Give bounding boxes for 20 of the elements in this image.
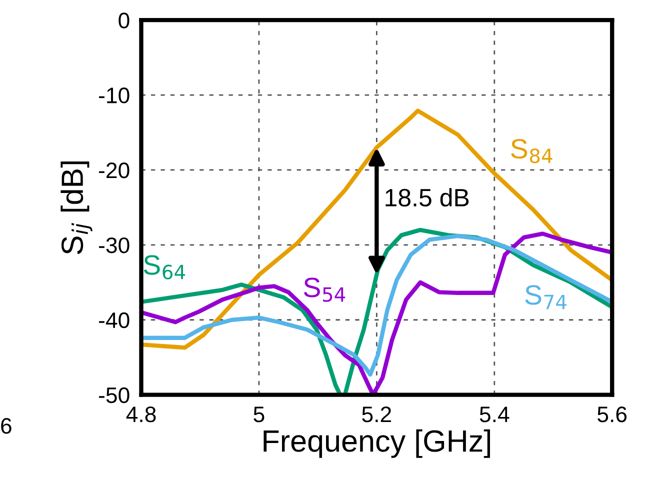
- y-tick-label: 0: [118, 12, 130, 28]
- y-tick-label: -10: [99, 88, 130, 104]
- x-tick-label: 5: [254, 406, 264, 422]
- series-label: S$_{54}$: [304, 278, 346, 302]
- y-axis-title: S$_{ij}$ [dB]: [60, 162, 92, 254]
- x-tick-label: 5.2: [362, 406, 392, 422]
- x-tick-label: 5.6: [598, 406, 627, 422]
- line-series: [141, 108, 612, 350]
- x-tick-label: 4.8: [126, 406, 156, 422]
- y-tick-label: -20: [99, 162, 130, 178]
- series-label: S$_{64}$: [144, 255, 186, 280]
- x-tick-label: 5.4: [480, 406, 510, 422]
- y-tick-label: -40: [99, 312, 130, 328]
- text: 6: [1, 418, 12, 434]
- y-tick-label: -30: [99, 237, 130, 254]
- annotation: 18.5 dB: [386, 188, 469, 207]
- y-tick-label: -50: [99, 387, 130, 404]
- series-label: S$_{74}$: [525, 285, 566, 310]
- series-label: S$_{84}$: [511, 138, 552, 164]
- x-axis-title: Frequency [GHz]: [264, 429, 490, 458]
